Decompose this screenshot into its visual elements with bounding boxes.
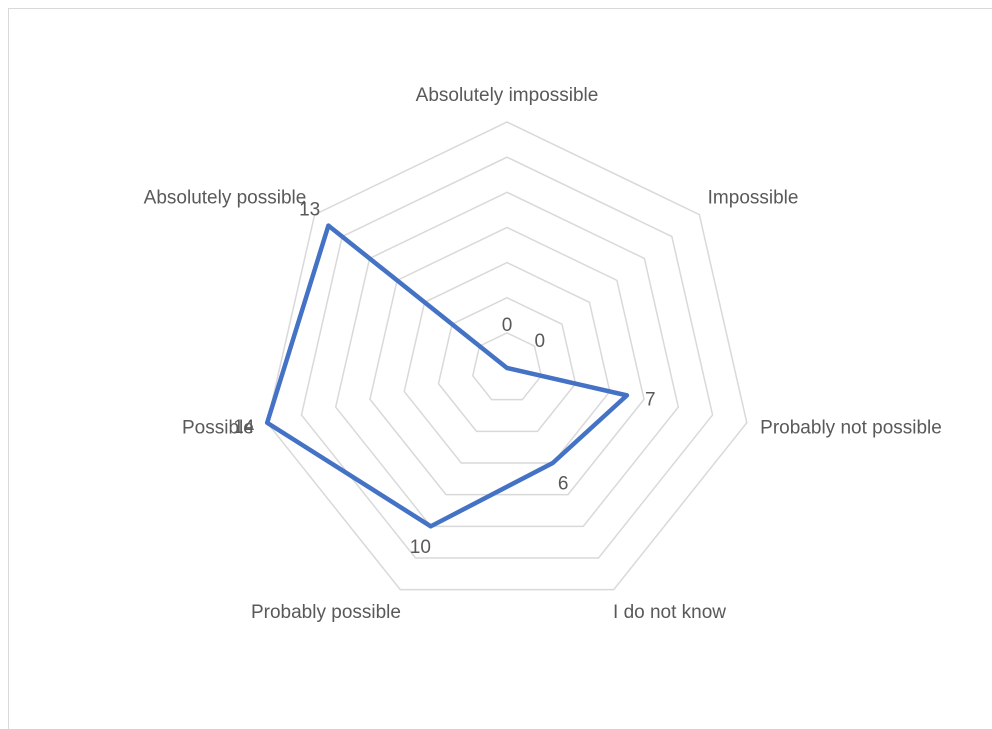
grid-ring [300,156,714,559]
data-label: 13 [299,200,320,221]
grid-ring [471,332,543,401]
grid-ring [403,261,611,464]
category-label: Probably not possible [760,418,942,439]
data-label: 14 [233,417,255,438]
chart-frame [8,8,992,729]
data-label: 0 [535,331,546,352]
category-label: Possible [182,418,254,439]
data-label: 6 [558,474,569,495]
data-label: 0 [502,315,513,336]
category-label: Absolutely possible [144,187,307,208]
data-label: 7 [645,390,656,411]
grid-ring [266,121,748,591]
data-label: 10 [410,537,431,558]
grid-ring [334,191,680,528]
grid-ring [369,226,645,496]
grid-ring [437,296,577,433]
category-label: Impossible [708,187,799,208]
series-line [264,223,630,529]
category-label: Probably possible [251,602,401,623]
category-label: I do not know [613,602,726,623]
category-label: Absolutely impossible [416,85,599,106]
